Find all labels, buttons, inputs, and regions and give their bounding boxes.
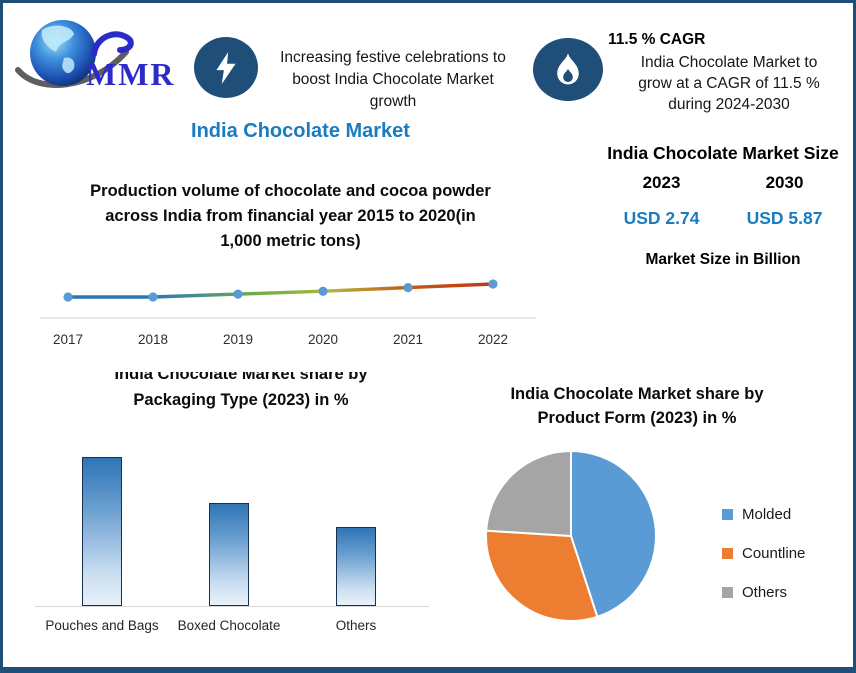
x-tick-2017: 2017	[53, 332, 83, 347]
cagr-text: India Chocolate Market to grow at a CAGR…	[608, 52, 850, 115]
legend-item-molded: Molded	[722, 506, 805, 523]
headline-line: boost India Chocolate Market	[292, 71, 494, 88]
bar-label: Boxed Chocolate	[177, 618, 281, 633]
bar-label: Pouches and Bags	[45, 618, 159, 633]
pie-chart-title-line: India Chocolate Market share by	[510, 385, 764, 403]
legend-label: Countline	[742, 545, 806, 562]
bar-boxed-chocolate	[209, 503, 249, 606]
legend-item-countline: Countline	[722, 545, 805, 562]
bar-pouches-and-bags	[82, 457, 122, 606]
pie-chart-title: India Chocolate Market share by Product …	[458, 382, 816, 430]
bar-label: Others	[335, 618, 377, 633]
line-chart-title-line: Production volume of chocolate and cocoa…	[90, 182, 491, 200]
data-point-2020	[318, 286, 328, 296]
legend-swatch-icon	[722, 509, 733, 520]
data-point-2022	[488, 279, 498, 289]
pie-legend: Molded Countline Others	[722, 506, 805, 623]
x-tick-2021: 2021	[393, 332, 423, 347]
market-size-title: India Chocolate Market Size	[607, 143, 839, 163]
market-size-values: USD 2.74 USD 5.87	[600, 208, 846, 229]
headline-line: growth	[369, 93, 417, 110]
lightning-icon	[216, 51, 236, 84]
legend-swatch-icon	[722, 587, 733, 598]
x-tick-2020: 2020	[308, 332, 338, 347]
legend-item-others: Others	[722, 584, 805, 601]
bar-chart-axis	[35, 606, 429, 607]
cagr-line: grow at a CAGR of 11.5 %	[638, 75, 820, 92]
pie-chart-title-line: Product Form (2023) in %	[537, 409, 737, 427]
pie-slice-others	[485, 450, 572, 537]
headline: Increasing festive celebrations to boost…	[261, 47, 525, 113]
product-form-pie-chart	[485, 450, 657, 622]
headline-line: Increasing festive celebrations to	[280, 49, 506, 66]
value-2030: USD 5.87	[746, 208, 823, 228]
bar-chart-title-line: India Chocolate Market share by	[114, 372, 368, 383]
production-line-chart: 2017 2018 2019 2020 2021 2022	[40, 279, 536, 347]
x-tick-2018: 2018	[138, 332, 168, 347]
line-chart-title-line: across India from financial year 2015 to…	[105, 207, 476, 225]
globe-land-south	[62, 57, 75, 74]
line-chart-title: Production volume of chocolate and cocoa…	[38, 179, 543, 254]
data-point-2017	[63, 292, 73, 302]
legend-label: Molded	[742, 506, 792, 523]
flame-icon	[557, 52, 579, 84]
data-point-2018	[148, 292, 158, 302]
lightning-badge	[194, 37, 258, 98]
mmr-logo: MMR	[15, 20, 176, 92]
bar-chart-labels: Pouches and Bags Boxed Chocolate Others	[42, 618, 434, 636]
data-point-2021	[403, 283, 413, 293]
globe-land	[41, 25, 74, 52]
logo-text: MMR	[86, 56, 176, 92]
cagr-block: 11.5 % CAGR India Chocolate Market to gr…	[608, 31, 850, 115]
market-size-caption: Market Size in Billion	[645, 251, 801, 268]
legend-label: Others	[742, 584, 788, 601]
bar-chart-title-line: Packaging Type (2023) in %	[133, 391, 349, 409]
cagr-line: during 2024-2030	[668, 96, 790, 113]
packaging-bar-chart	[42, 456, 434, 606]
value-2023: USD 2.74	[623, 208, 700, 228]
line-chart-title-line: 1,000 metric tons)	[220, 232, 361, 250]
year-2023: 2023	[642, 173, 681, 192]
year-2030: 2030	[765, 173, 804, 192]
legend-swatch-icon	[722, 548, 733, 559]
market-size-years: 2023 2030	[600, 173, 846, 193]
market-size-panel: India Chocolate Market Size 2023 2030 US…	[600, 141, 846, 269]
bar-chart-title-inner: India Chocolate Market share by Packagin…	[45, 372, 437, 413]
flame-badge	[533, 38, 603, 101]
pie-slice-countline	[485, 529, 599, 622]
logo-blue-arc	[91, 31, 134, 57]
bar-others	[336, 527, 376, 606]
bar-chart-title: India Chocolate Market share by Packagin…	[45, 372, 437, 422]
pie-slice-molded	[570, 450, 657, 618]
cagr-line: India Chocolate Market to	[640, 54, 818, 71]
data-point-2019	[233, 289, 243, 299]
line-series	[66, 282, 495, 299]
x-tick-2019: 2019	[223, 332, 253, 347]
page-title: India Chocolate Market	[191, 120, 410, 142]
cagr-title: 11.5 % CAGR	[608, 31, 706, 48]
x-tick-2022: 2022	[478, 332, 508, 347]
